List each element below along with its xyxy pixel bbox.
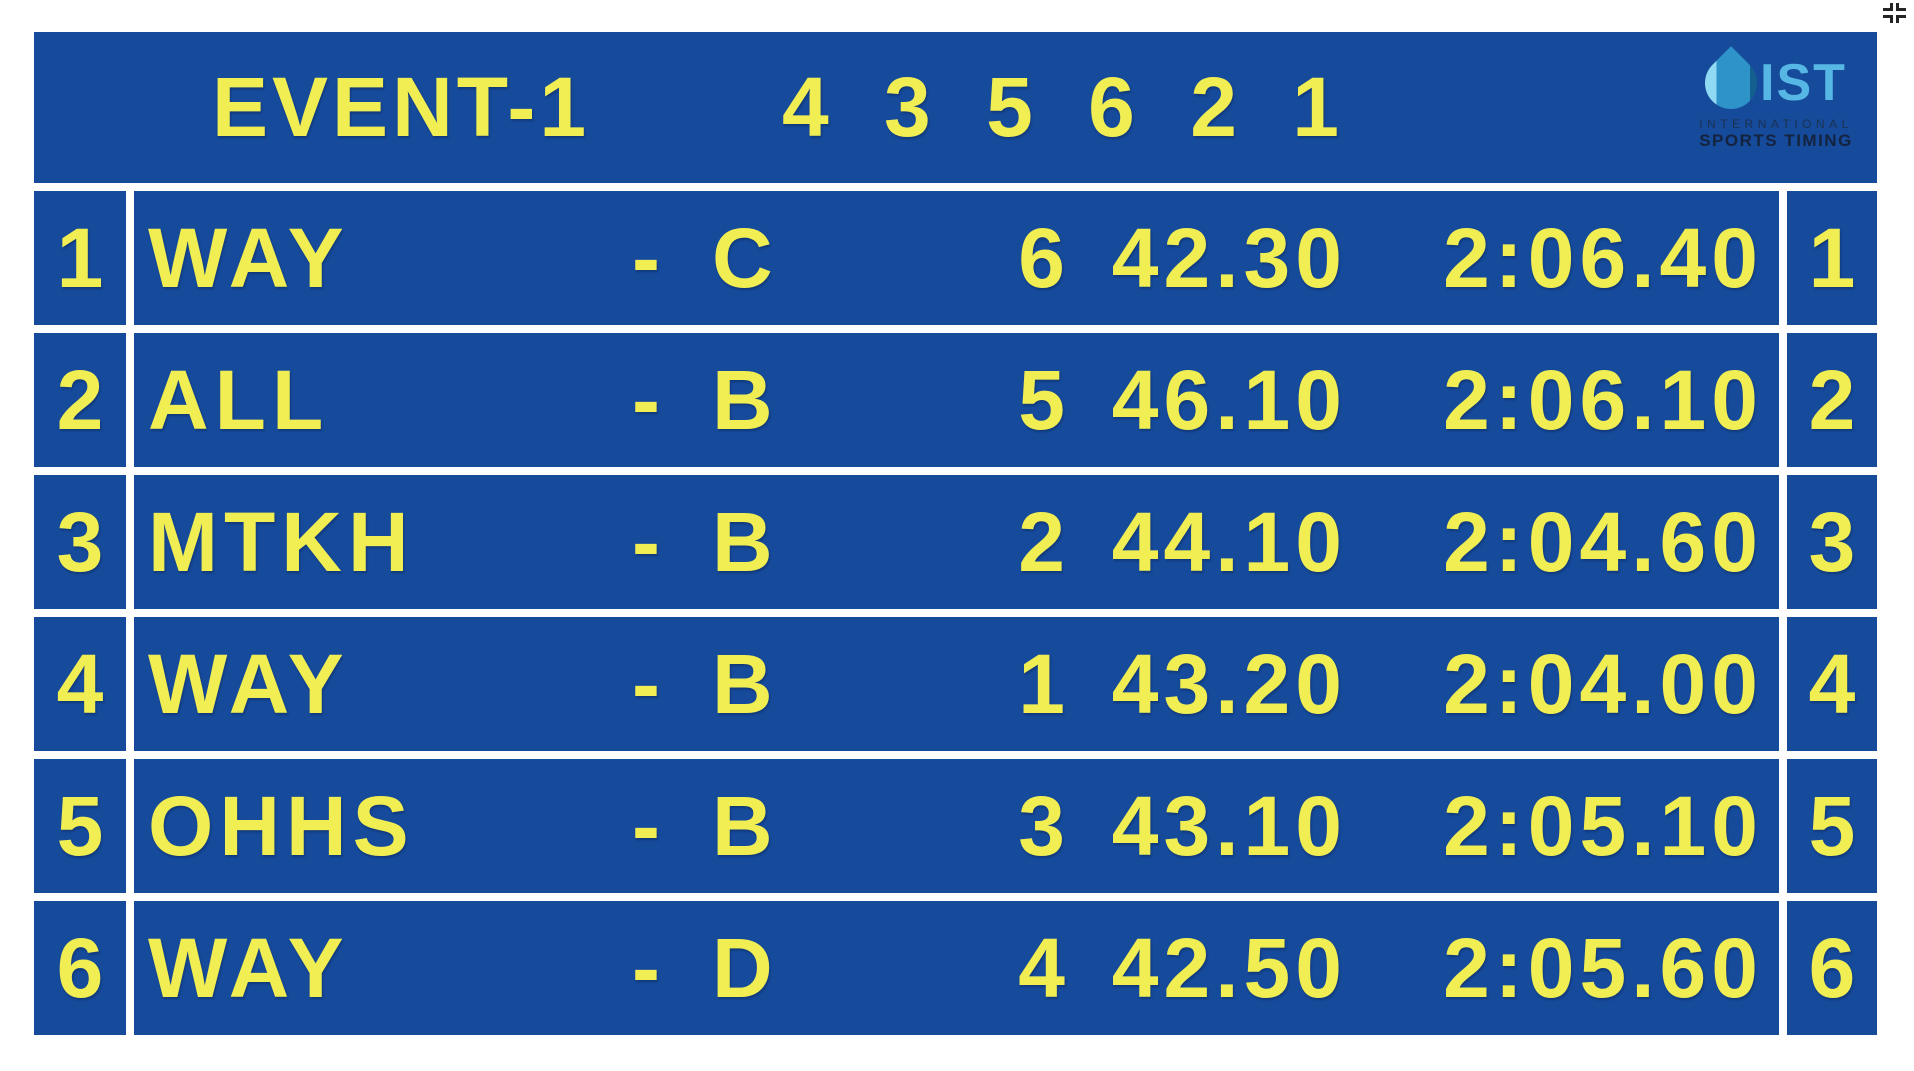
result-row-3: 3 MTKH - B 2 44.10 2:04.60 3 xyxy=(34,475,1877,609)
team-name: WAY xyxy=(148,211,350,305)
final-time: 2:04.00 xyxy=(1443,637,1763,731)
timing-scoreboard: EVENT-1 4 3 5 6 2 1 IST INTERNATIONAL SP… xyxy=(34,32,1877,1035)
corner-bracket-top-left xyxy=(1883,3,1893,11)
result-row-6: 6 WAY - D 4 42.50 2:05.60 6 xyxy=(34,901,1877,1035)
position-cell: 1 xyxy=(1787,191,1877,325)
final-time: 2:06.40 xyxy=(1443,211,1763,305)
final-time: 2:04.60 xyxy=(1443,495,1763,589)
result-cell: OHHS - B 3 43.10 2:05.10 xyxy=(134,759,1779,893)
split-time: 44.10 xyxy=(1111,495,1347,589)
place-number: 4 xyxy=(56,636,104,731)
place-cell: 5 xyxy=(34,759,126,893)
result-row-4: 4 WAY - B 1 43.20 2:04.00 4 xyxy=(34,617,1877,751)
team-name: OHHS xyxy=(148,779,415,873)
place-number: 3 xyxy=(56,494,104,589)
place-cell: 6 xyxy=(34,901,126,1035)
split-time: 42.30 xyxy=(1111,211,1347,305)
split-time: 43.10 xyxy=(1111,779,1347,873)
results-rows: 1 WAY - C 6 42.30 2:06.40 1 2 ALL - B xyxy=(34,191,1877,1035)
position-number: 4 xyxy=(1808,636,1856,731)
team-name: MTKH xyxy=(148,495,415,589)
water-drop-icon xyxy=(1694,46,1768,120)
place-cell: 2 xyxy=(34,333,126,467)
logo-subtitle-sports-timing: SPORTS TIMING xyxy=(1699,131,1853,150)
scoreboard-header: EVENT-1 4 3 5 6 2 1 IST INTERNATIONAL SP… xyxy=(34,32,1877,183)
place-cell: 1 xyxy=(34,191,126,325)
result-cell: WAY - B 1 43.20 2:04.00 xyxy=(134,617,1779,751)
lane-number: 3 xyxy=(1018,779,1065,873)
team-name: WAY xyxy=(148,921,350,1015)
lane-number: 1 xyxy=(1018,637,1065,731)
place-number: 2 xyxy=(56,352,104,447)
position-cell: 4 xyxy=(1787,617,1877,751)
logo-subtitle-international: INTERNATIONAL xyxy=(1699,117,1853,131)
team-squad-separator: - xyxy=(632,353,660,447)
team-squad-separator: - xyxy=(632,779,660,873)
corner-bracket-bottom-right xyxy=(1896,14,1906,23)
logo-abbreviation: IST xyxy=(1760,54,1847,112)
event-title: EVENT-1 xyxy=(212,60,591,154)
result-cell: WAY - D 4 42.50 2:05.60 xyxy=(134,901,1779,1035)
position-cell: 3 xyxy=(1787,475,1877,609)
team-name: ALL xyxy=(148,353,330,447)
position-number: 2 xyxy=(1808,352,1856,447)
lane-number: 5 xyxy=(1018,353,1065,447)
team-name: WAY xyxy=(148,637,350,731)
heat-lane-order: 4 3 5 6 2 1 xyxy=(782,60,1342,154)
result-cell: WAY - C 6 42.30 2:06.40 xyxy=(134,191,1779,325)
place-number: 5 xyxy=(56,778,104,873)
result-cell: ALL - B 5 46.10 2:06.10 xyxy=(134,333,1779,467)
team-squad-separator: - xyxy=(632,211,660,305)
position-cell: 5 xyxy=(1787,759,1877,893)
corner-bracket-top-right xyxy=(1896,3,1906,11)
lane-number: 6 xyxy=(1018,211,1065,305)
place-cell: 3 xyxy=(34,475,126,609)
squad-letter: B xyxy=(712,637,773,731)
corner-bracket-bottom-left xyxy=(1883,14,1893,23)
split-time: 46.10 xyxy=(1111,353,1347,447)
lane-number: 2 xyxy=(1018,495,1065,589)
split-time: 43.20 xyxy=(1111,637,1347,731)
place-number: 6 xyxy=(56,920,104,1015)
position-cell: 2 xyxy=(1787,333,1877,467)
squad-letter: B xyxy=(712,779,773,873)
lane-number: 4 xyxy=(1018,921,1065,1015)
team-squad-separator: - xyxy=(632,637,660,731)
final-time: 2:05.60 xyxy=(1443,921,1763,1015)
place-number: 1 xyxy=(56,210,104,305)
result-row-1: 1 WAY - C 6 42.30 2:06.40 1 xyxy=(34,191,1877,325)
team-squad-separator: - xyxy=(632,495,660,589)
final-time: 2:06.10 xyxy=(1443,353,1763,447)
squad-letter: D xyxy=(712,921,773,1015)
position-number: 5 xyxy=(1808,778,1856,873)
squad-letter: C xyxy=(712,211,773,305)
collapse-corners-icon[interactable] xyxy=(1883,3,1906,23)
squad-letter: B xyxy=(712,495,773,589)
ist-logo: IST INTERNATIONAL SPORTS TIMING xyxy=(1694,46,1857,151)
team-squad-separator: - xyxy=(632,921,660,1015)
result-cell: MTKH - B 2 44.10 2:04.60 xyxy=(134,475,1779,609)
place-cell: 4 xyxy=(34,617,126,751)
final-time: 2:05.10 xyxy=(1443,779,1763,873)
position-number: 1 xyxy=(1808,210,1856,305)
result-row-2: 2 ALL - B 5 46.10 2:06.10 2 xyxy=(34,333,1877,467)
position-number: 6 xyxy=(1808,920,1856,1015)
result-row-5: 5 OHHS - B 3 43.10 2:05.10 5 xyxy=(34,759,1877,893)
squad-letter: B xyxy=(712,353,773,447)
logo-top-row: IST xyxy=(1694,46,1847,120)
position-cell: 6 xyxy=(1787,901,1877,1035)
position-number: 3 xyxy=(1808,494,1856,589)
split-time: 42.50 xyxy=(1111,921,1347,1015)
